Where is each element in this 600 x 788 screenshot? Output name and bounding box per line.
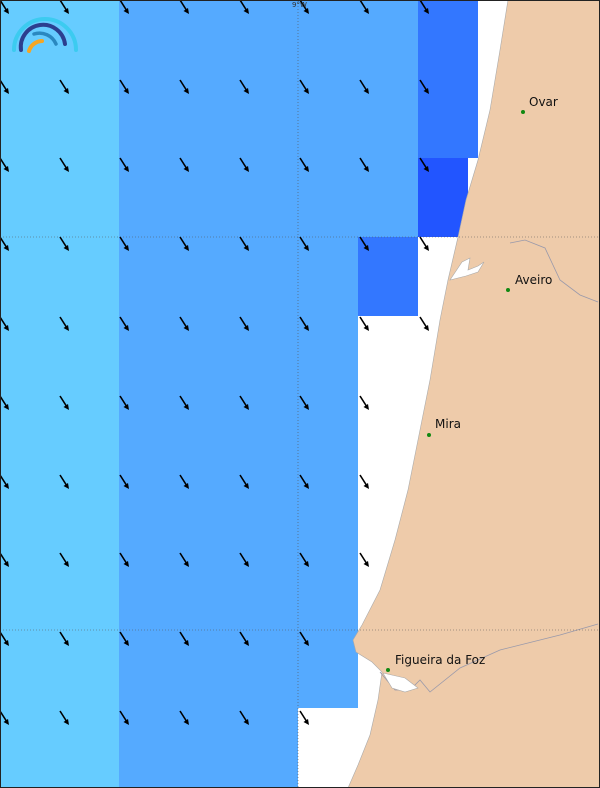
wave-direction-arrow bbox=[119, 79, 129, 94]
wave-direction-arrow bbox=[239, 236, 249, 251]
wave-direction-arrow bbox=[59, 157, 69, 172]
wave-direction-arrow bbox=[359, 79, 369, 94]
wave-direction-arrow bbox=[179, 79, 189, 94]
wave-direction-arrow bbox=[119, 316, 129, 331]
city-label: Mira bbox=[435, 417, 461, 431]
wave-direction-arrow bbox=[179, 710, 189, 725]
wave-direction-arrow bbox=[419, 79, 429, 94]
wave-direction-arrow bbox=[359, 157, 369, 172]
wave-direction-arrow bbox=[119, 0, 129, 14]
wave-direction-arrow bbox=[59, 236, 69, 251]
land bbox=[347, 0, 600, 788]
wave-direction-arrow bbox=[0, 395, 9, 410]
wave-direction-arrow bbox=[419, 236, 429, 251]
cell-level2 bbox=[298, 0, 358, 708]
wave-direction-arrow bbox=[299, 631, 309, 646]
cell-level2 bbox=[358, 0, 418, 237]
longitude-label: 9°W bbox=[292, 1, 307, 9]
cell-level4 bbox=[418, 158, 468, 237]
wave-direction-arrow bbox=[359, 395, 369, 410]
city-label: Ovar bbox=[529, 95, 558, 109]
wave-direction-arrow bbox=[119, 236, 129, 251]
city-marker bbox=[386, 668, 390, 672]
wave-direction-arrow bbox=[299, 0, 309, 14]
wave-direction-arrow bbox=[119, 710, 129, 725]
wave-direction-arrow bbox=[179, 631, 189, 646]
city-marker bbox=[506, 288, 510, 292]
river bbox=[509, 239, 599, 303]
wave-direction-arrow bbox=[239, 79, 249, 94]
wave-direction-arrow bbox=[299, 552, 309, 567]
wave-direction-arrow bbox=[419, 0, 429, 14]
cell-level1 bbox=[0, 0, 119, 788]
wave-direction-arrow bbox=[239, 710, 249, 725]
city-label: Aveiro bbox=[515, 273, 553, 287]
city-label: Figueira da Foz bbox=[395, 653, 486, 667]
wave-direction-arrow bbox=[59, 552, 69, 567]
wave-direction-arrow bbox=[359, 474, 369, 489]
wave-direction-arrow bbox=[299, 474, 309, 489]
wave-direction-arrow bbox=[0, 710, 9, 725]
city-marker bbox=[521, 110, 525, 114]
wave-direction-arrow bbox=[239, 474, 249, 489]
wave-direction-arrow bbox=[239, 0, 249, 14]
wave-direction-arrow bbox=[299, 316, 309, 331]
wave-direction-arrow bbox=[59, 395, 69, 410]
wave-direction-arrow bbox=[0, 157, 9, 172]
wave-direction-arrow bbox=[59, 0, 69, 14]
wave-direction-arrow bbox=[239, 395, 249, 410]
lagoon bbox=[449, 257, 485, 281]
wave-direction-arrow bbox=[299, 79, 309, 94]
wave-direction-arrow bbox=[0, 0, 9, 14]
wave-direction-arrow bbox=[119, 157, 129, 172]
wave-direction-arrow bbox=[179, 316, 189, 331]
wave-direction-arrow bbox=[359, 316, 369, 331]
wave-direction-arrow bbox=[59, 474, 69, 489]
wave-direction-arrow bbox=[179, 552, 189, 567]
wave-direction-arrow bbox=[179, 236, 189, 251]
wave-direction-arrow bbox=[239, 316, 249, 331]
wave-direction-arrow bbox=[179, 474, 189, 489]
wave-direction-arrow bbox=[0, 236, 9, 251]
wave-direction-arrow bbox=[0, 316, 9, 331]
wave-direction-arrow bbox=[179, 157, 189, 172]
wave-direction-arrow bbox=[239, 631, 249, 646]
wave-direction-arrow bbox=[239, 157, 249, 172]
wave-direction-arrow bbox=[359, 236, 369, 251]
rainbow-logo-icon bbox=[12, 17, 78, 53]
wave-direction-arrow bbox=[299, 157, 309, 172]
wave-direction-arrow bbox=[299, 710, 309, 725]
wave-direction-arrow bbox=[299, 395, 309, 410]
wave-direction-arrow bbox=[419, 157, 429, 172]
wave-direction-arrow bbox=[0, 79, 9, 94]
wave-direction-arrow bbox=[59, 79, 69, 94]
wave-direction-arrow bbox=[59, 316, 69, 331]
arrows bbox=[0, 0, 429, 725]
wave-direction-arrow bbox=[179, 395, 189, 410]
wave-direction-arrow bbox=[119, 474, 129, 489]
estuary bbox=[382, 672, 419, 693]
wave-direction-arrow bbox=[299, 236, 309, 251]
wave-direction-arrow bbox=[119, 395, 129, 410]
color-cells bbox=[0, 0, 478, 788]
wave-direction-arrow bbox=[0, 631, 9, 646]
wave-direction-arrow bbox=[419, 316, 429, 331]
wave-direction-arrow bbox=[359, 0, 369, 14]
cell-level3 bbox=[418, 0, 478, 158]
wave-direction-arrow bbox=[179, 0, 189, 14]
wave-direction-arrow bbox=[119, 631, 129, 646]
wave-direction-arrow bbox=[119, 552, 129, 567]
wave-direction-arrow bbox=[239, 552, 249, 567]
city-marker bbox=[427, 433, 431, 437]
wave-direction-arrow bbox=[0, 474, 9, 489]
wave-direction-arrow bbox=[59, 631, 69, 646]
cell-level2 bbox=[119, 0, 298, 788]
wave-direction-arrow bbox=[359, 552, 369, 567]
wave-direction-arrow bbox=[0, 552, 9, 567]
wave-direction-arrow bbox=[59, 710, 69, 725]
